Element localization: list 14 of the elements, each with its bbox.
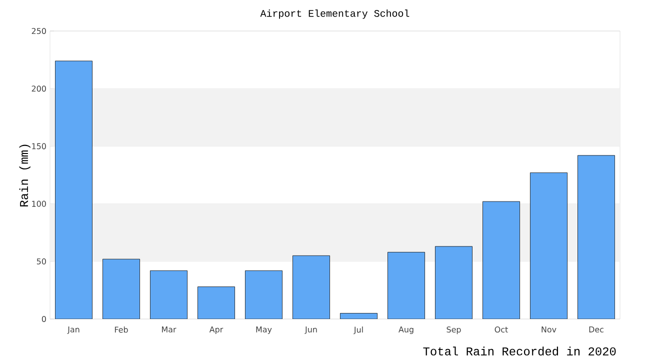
bar [578, 155, 615, 319]
bar [198, 286, 235, 319]
bar [292, 256, 330, 319]
y-axis-title: Rain (mm) [19, 144, 30, 206]
chart-title: Airport Elementary School [260, 10, 410, 19]
bar [55, 60, 92, 319]
bar [530, 172, 568, 319]
bar [102, 259, 140, 319]
bar [150, 270, 188, 319]
bar [482, 201, 520, 319]
bar [388, 252, 425, 319]
x-axis-title: Total Rain Recorded in 2020 [423, 346, 616, 356]
bar [435, 246, 472, 319]
bar [245, 270, 282, 319]
